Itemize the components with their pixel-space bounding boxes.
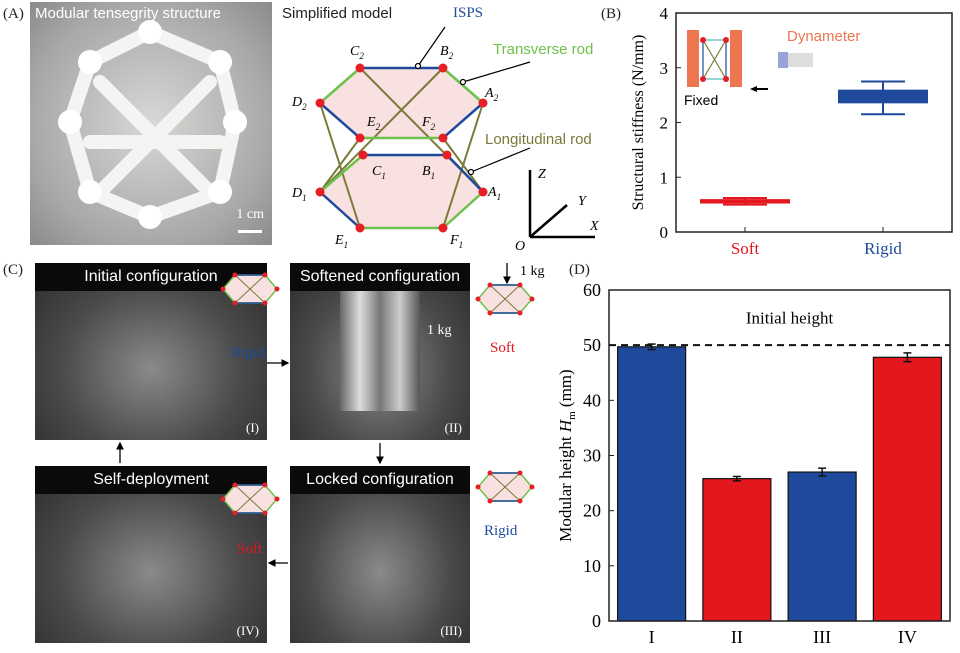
y-tick-label: 0 <box>592 611 601 631</box>
svg-text:E1: E1 <box>334 233 348 250</box>
svg-text:F1: F1 <box>449 233 463 250</box>
plot-frame <box>608 289 951 622</box>
y-axis-label: Modular height Hm (mm) <box>556 369 578 541</box>
photo-modular-structure: Modular tensegrity structure 1 cm <box>30 2 272 245</box>
load-label: 1 kg <box>427 323 452 338</box>
x-tick-label: III <box>813 627 831 647</box>
y-axis-label: Structural stiffness (N/mm) <box>630 35 647 211</box>
x-tick-label: IV <box>898 627 917 647</box>
weight <box>340 291 420 411</box>
svg-text:A2: A2 <box>484 86 499 103</box>
transverse-label: Transverse rod <box>493 41 593 58</box>
state-roman: (I) <box>246 420 259 435</box>
svg-text:A1: A1 <box>487 185 501 202</box>
fixed-label: Fixed <box>684 92 718 108</box>
y-tick-label: 2 <box>660 114 669 133</box>
x-tick-label: II <box>731 627 743 647</box>
svg-text:Z: Z <box>538 167 546 182</box>
photo-state-III: Locked configuration (III) <box>290 466 470 643</box>
y-tick-label: 50 <box>583 335 601 355</box>
soft-model-icon <box>474 281 536 317</box>
svg-text:D1: D1 <box>291 186 307 203</box>
y-tick-label: 20 <box>583 501 601 521</box>
initial-height-label: Initial height <box>746 309 834 328</box>
x-tick-label: Soft <box>731 239 760 258</box>
rigid-model-icon <box>219 271 281 307</box>
y-tick-label: 0 <box>660 223 669 242</box>
longitudinal-label: Longitudinal rod <box>485 131 592 148</box>
y-tick-label: 4 <box>660 4 669 23</box>
x-tick-label: Rigid <box>864 239 902 258</box>
svg-text:D2: D2 <box>291 95 307 112</box>
stiffness-box-chart: Dynameter Fixed 0 1 2 3 4 Structural stiffnes… <box>630 4 953 258</box>
soft-model-icon <box>219 481 281 517</box>
y-tick-label: 3 <box>660 59 669 78</box>
state-roman: (III) <box>440 623 462 638</box>
mode-label: Rigid <box>231 345 265 361</box>
state-title: Locked configuration <box>290 466 470 494</box>
model-title: Simplified model <box>282 5 393 22</box>
mode-label: Rigid <box>484 523 518 539</box>
state-title: Softened configuration <box>290 263 470 291</box>
state-title: Initial configuration <box>35 263 267 291</box>
scale-bar <box>238 230 262 233</box>
svg-text:B1: B1 <box>422 164 435 181</box>
rigid-model-icon <box>474 469 536 505</box>
y-tick-label: 40 <box>583 390 601 410</box>
dynameter-label: Dynameter <box>787 28 860 45</box>
structure-photo-sketch <box>58 20 247 229</box>
x-tick-label: I <box>649 627 655 647</box>
y-tick-label: 60 <box>583 280 601 300</box>
state-roman: (II) <box>444 420 462 435</box>
bar-II <box>702 478 772 622</box>
mode-label: Soft <box>237 541 263 557</box>
simplified-model-diagram: ISPS Transverse rod Longitudinal rod C2 … <box>291 5 599 254</box>
svg-text:O: O <box>515 239 525 254</box>
panel-label-b: (B) <box>601 6 621 22</box>
isps-label: ISPS <box>453 5 483 21</box>
svg-text:C2: C2 <box>350 44 364 61</box>
state-roman: (IV) <box>236 623 259 638</box>
panel-label-d: (D) <box>569 262 590 278</box>
svg-text:E2: E2 <box>366 115 381 132</box>
bar-III <box>787 471 857 622</box>
svg-text:F2: F2 <box>421 115 436 132</box>
y-tick-label: 30 <box>583 446 601 466</box>
mode-label: Soft <box>490 340 516 356</box>
svg-text:X: X <box>589 219 599 234</box>
panel-label-a: (A) <box>3 6 24 22</box>
state-arrows-and-icons: Rigid Soft 1 kg Rigid Soft <box>116 263 545 567</box>
box-soft <box>700 199 790 204</box>
bar-IV <box>872 356 942 622</box>
scale-label: 1 cm <box>236 207 264 222</box>
dynameter-inset: Dynameter Fixed <box>684 28 860 108</box>
state-title: Self-deployment <box>35 466 267 494</box>
photo-state-II: Softened configuration 1 kg (II) <box>290 263 470 440</box>
svg-text:C1: C1 <box>372 164 386 181</box>
svg-text:Y: Y <box>578 194 588 209</box>
y-tick-label: 10 <box>583 556 601 576</box>
svg-text:B2: B2 <box>440 44 454 61</box>
photo-caption: Modular tensegrity structure <box>35 5 221 22</box>
box-rigid <box>838 89 928 104</box>
load-icon-label: 1 kg <box>520 264 545 279</box>
bar-I <box>617 346 687 622</box>
y-tick-label: 1 <box>660 168 669 187</box>
panel-label-c: (C) <box>3 262 23 278</box>
